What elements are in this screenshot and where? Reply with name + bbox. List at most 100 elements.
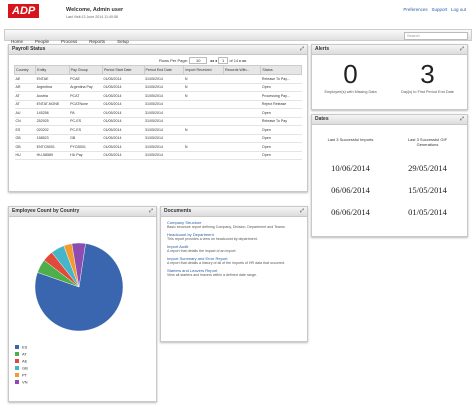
cell — [223, 74, 261, 84]
alert: 0 Employee(s) with Missing Data — [312, 59, 389, 94]
cell: PCAE — [69, 74, 103, 84]
doc-link[interactable]: Company Structure — [167, 220, 202, 225]
cell: 01/05/2014 — [102, 117, 144, 126]
alert-label: Employee(s) with Missing Data — [324, 90, 377, 94]
table-row: CN 252925 PC-ES 01/05/2014 31/05/2014 Release… — [14, 117, 302, 126]
cell: N — [183, 83, 224, 92]
nav-item[interactable]: Setup — [117, 39, 129, 44]
nav-item[interactable]: Reports — [89, 39, 106, 44]
nav-bar: Home People Process Reports Setup Search — [4, 29, 472, 44]
alerts-panel: Alerts ⤢ 0 Employee(s) with Missing Data 3 D… — [311, 44, 468, 110]
doc-desc: This report provides a view on headcount… — [167, 237, 258, 241]
panel-title: Employee Count by Country — [12, 208, 80, 214]
link[interactable]: Support — [431, 7, 448, 12]
cell: 31/05/2014 — [144, 91, 184, 101]
column-header: Entity — [35, 65, 70, 75]
legend-label: PT — [22, 373, 28, 378]
cell: ENTCB001 — [35, 142, 70, 152]
logo: ADP — [8, 4, 40, 18]
column-header: Records With... — [222, 65, 262, 75]
link[interactable]: Preferences — [403, 7, 428, 12]
alert-value: 3 — [420, 59, 435, 89]
cell: 31/05/2014 — [144, 100, 184, 109]
table-row: AT Austria PCAT 01/05/2014 31/05/2014 N Proces… — [14, 91, 302, 101]
cell — [183, 117, 224, 126]
panel-header: Payroll Status ⤢ — [9, 45, 307, 55]
chart-panel: Employee Count by Country ⤢ ES AT AE GB PT VN — [8, 206, 157, 402]
payroll-table: Country Entity Pay Group Period Start Date P… — [13, 65, 302, 160]
cell: 01/05/2014 — [102, 134, 144, 143]
link[interactable]: Log out — [450, 7, 466, 12]
date-label: Last 3 Successful GIF Generations — [407, 137, 448, 147]
nav-item[interactable]: Process — [61, 39, 78, 44]
cell: PC-ES — [69, 125, 103, 135]
cell: GB — [69, 134, 103, 143]
legend-label: VN — [22, 380, 28, 385]
column-header: Period Start Date — [101, 65, 145, 75]
cell: Reject Release — [260, 100, 302, 109]
column-header: Country — [13, 65, 37, 75]
rows-select[interactable]: 10 — [189, 57, 208, 64]
page-input[interactable]: 1 — [217, 57, 229, 64]
cell: 158523 — [35, 134, 70, 143]
cell: N — [183, 142, 224, 152]
cell — [223, 83, 261, 92]
date: 15/05/2014 — [408, 185, 447, 195]
date: 10/06/2014 — [331, 163, 370, 173]
doc-desc: A report that details the impact of an i… — [167, 249, 237, 253]
cell: Open — [260, 108, 302, 118]
cell: Processing Pay... — [260, 91, 302, 101]
cell: Argentina — [35, 83, 70, 92]
cell: N — [183, 125, 224, 135]
cell: PC-ES — [69, 117, 103, 126]
legend-swatch — [15, 373, 19, 377]
cell: PCATNone — [69, 100, 103, 109]
panel-title: Alerts — [315, 46, 330, 52]
cell — [223, 91, 261, 101]
nav-item[interactable]: Home — [11, 39, 24, 44]
date: 29/05/2014 — [408, 163, 447, 173]
cell: 01/05/2014 — [102, 125, 144, 135]
cell: AT — [14, 100, 36, 109]
alert-value: 0 — [343, 59, 358, 89]
cell: 31/05/2014 — [144, 108, 184, 118]
doc-link[interactable]: Import Summary and Error Report — [167, 256, 228, 261]
doc-desc: A report that details a history of all o… — [167, 261, 286, 265]
cell: 31/05/2014 — [144, 117, 184, 126]
nav-item[interactable]: People — [35, 39, 50, 44]
legend-label: GB — [22, 366, 28, 371]
cell: PYCB001 — [69, 142, 103, 152]
date: 06/06/2014 — [331, 207, 370, 217]
pager: Rows Per Page: 10 ◂◂ ◂ 1 of 14 ▸ ▸▸ — [159, 57, 247, 64]
cell: AR — [14, 83, 36, 92]
cell — [183, 100, 224, 109]
doc-link[interactable]: Import Audit — [167, 244, 189, 249]
table-row: AT ENTAT-NONE PCATNone 01/05/2014 31/05/2014… — [14, 100, 302, 109]
legend-swatch — [15, 352, 19, 356]
cell: N — [183, 91, 224, 101]
table-row: GB 158523 GB 01/05/2014 31/05/2014 Open — [14, 134, 302, 143]
cell: HU-58589 — [35, 151, 70, 160]
legend-swatch — [15, 359, 19, 363]
header: ADP Welcome, Admin user Last Visit:13 Ju… — [4, 4, 470, 26]
table-row: AE ENTAE PCAE 01/05/2014 31/05/2014 N Release … — [14, 74, 302, 84]
cell — [223, 134, 261, 143]
legend-label: AE — [22, 359, 28, 364]
table-row: HU HU-58589 HU Pay 01/05/2014 31/05/2014 Open — [14, 151, 302, 160]
cell: 31/05/2014 — [144, 151, 184, 160]
date-column: Last 3 Successful GIF Generations 29/05/2… — [389, 137, 466, 217]
search-box[interactable]: Search — [404, 31, 468, 40]
cell: 01/05/2014 — [102, 83, 144, 92]
cell: Austria — [35, 91, 70, 101]
panel-title: Dates — [315, 116, 329, 122]
cell: N — [183, 74, 224, 84]
legend-label: AT — [22, 352, 27, 357]
cell — [223, 100, 261, 109]
cell — [183, 108, 224, 118]
cell: 31/05/2014 — [144, 142, 184, 152]
doc-link[interactable]: Starters and Leavers Report — [167, 268, 218, 273]
doc-link[interactable]: Headcount by Department — [167, 232, 214, 237]
last-visit: Last Visit:13 June 2014 11:40:58 — [66, 15, 119, 19]
welcome: Welcome, Admin user — [66, 7, 124, 13]
